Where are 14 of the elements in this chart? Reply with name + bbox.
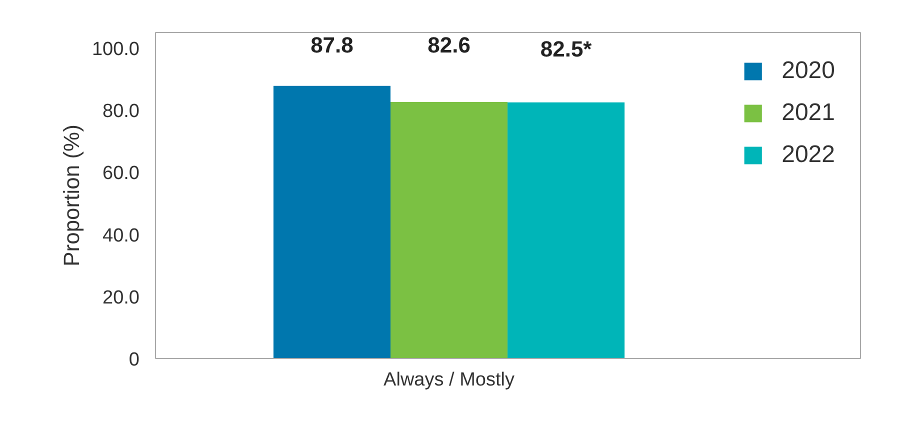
data-label: 82.5* [540,36,592,62]
x-tick-label: Always / Mostly [384,370,515,390]
y-tick-label: 20.0 [102,287,140,308]
y-axis-title: Proportion (%) [58,124,84,266]
y-tick-label: 60.0 [102,163,140,184]
data-label: 82.6 [428,32,470,58]
legend-label: 2022 [782,141,835,169]
data-label: 87.8 [310,32,354,58]
legend-label: 2020 [782,57,835,85]
y-tick-label: 0 [128,350,140,370]
y-tick-label: 80.0 [102,101,140,122]
y-tick-label: 100.0 [92,39,140,60]
legend-label: 2021 [782,99,835,127]
y-tick-label: 40.0 [102,225,140,246]
